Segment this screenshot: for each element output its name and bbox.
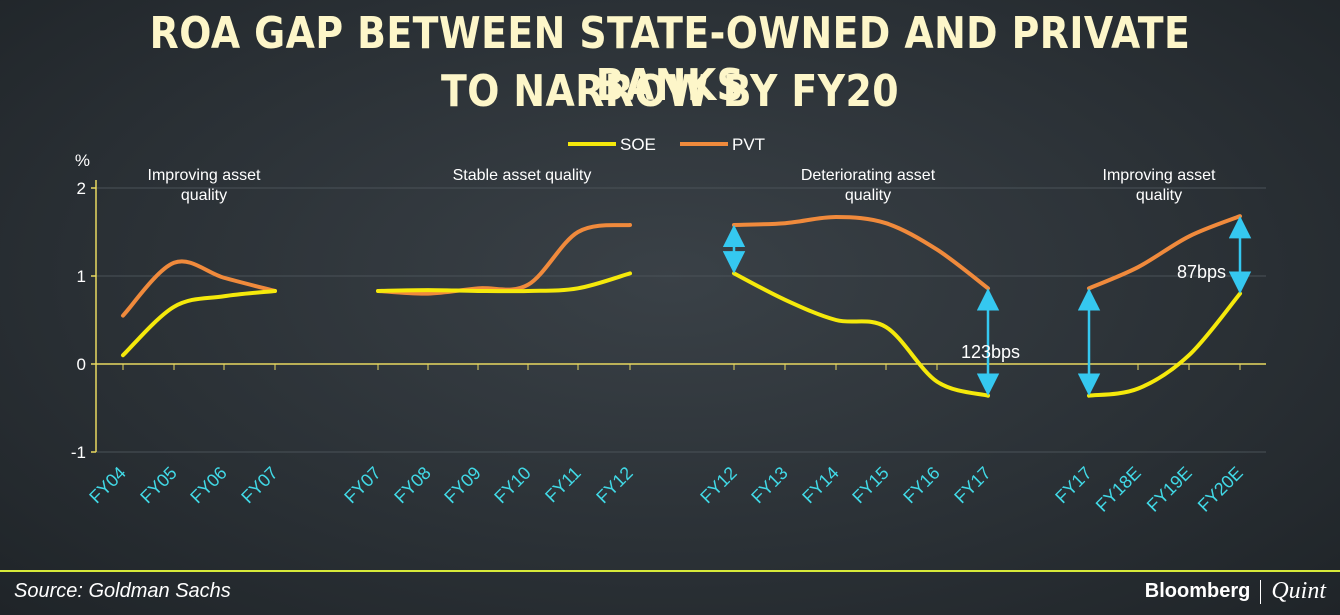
legend-label-pvt: PVT — [732, 135, 765, 154]
x-tick-label-fy15: FY15 — [848, 463, 893, 508]
x-tick-label-fy08: FY08 — [390, 463, 435, 508]
y-tick-label--1: -1 — [71, 443, 86, 462]
chart-title-line-1: ROA GAP BETWEEN STATE-OWNED AND PRIVATE … — [149, 8, 1191, 111]
series-line-soe-panel-4 — [1087, 291, 1242, 398]
series-line-soe-panel-2 — [376, 271, 632, 294]
x-tick-label-fy19e: FY19E — [1143, 463, 1196, 516]
panel-annotation-3: Deteriorating asset — [801, 167, 936, 184]
series-line-pvt-panel-4 — [1087, 214, 1242, 291]
x-tick-label-fy14: FY14 — [798, 463, 843, 508]
panel-annotation-2: Stable asset quality — [453, 167, 592, 184]
panel-annotation-4: Improving asset — [1103, 167, 1216, 184]
footer-divider — [0, 570, 1340, 572]
brand-quint: Quint — [1271, 578, 1326, 604]
x-tick-label-fy16: FY16 — [899, 463, 944, 508]
gap-label-87bps: 87bps — [1177, 262, 1226, 282]
x-tick-label-fy12: FY12 — [592, 463, 637, 508]
gap-label-123bps: 123bps — [961, 342, 1020, 362]
x-tick-label-fy04: FY04 — [85, 463, 130, 508]
y-tick-label-2: 2 — [77, 179, 86, 198]
series-line-pvt-panel-1 — [121, 259, 277, 318]
brand-separator — [1260, 579, 1262, 604]
x-tick-label-fy17: FY17 — [1051, 463, 1096, 508]
chart-title-line-2: TO NARROW BY FY20 — [440, 66, 900, 117]
x-tick-label-fy06: FY06 — [186, 463, 231, 508]
x-tick-label-fy10: FY10 — [490, 463, 535, 508]
source-note: Source: Goldman Sachs — [14, 580, 231, 602]
x-tick-label-fy11: FY11 — [541, 463, 585, 507]
y-axis-label: % — [75, 151, 90, 170]
series-line-soe-panel-1 — [121, 288, 277, 358]
panel-annotation-1: Improving asset — [148, 167, 261, 184]
x-tick-label-fy07: FY07 — [340, 463, 385, 508]
x-tick-label-fy12: FY12 — [696, 463, 741, 508]
x-tick-label-fy05: FY05 — [136, 463, 181, 508]
panel-annotation-3: quality — [845, 187, 891, 204]
x-tick-label-fy13: FY13 — [747, 463, 792, 508]
legend-label-soe: SOE — [620, 135, 656, 154]
y-tick-label-1: 1 — [77, 267, 86, 286]
x-tick-label-fy18e: FY18E — [1092, 463, 1145, 516]
x-tick-label-fy09: FY09 — [440, 463, 485, 508]
brand-bloomberg: Bloomberg — [1144, 580, 1251, 602]
x-tick-label-fy17: FY17 — [950, 463, 995, 508]
x-tick-label-fy20e: FY20E — [1194, 463, 1247, 516]
series-line-soe-panel-3 — [732, 271, 990, 398]
panel-annotation-4: quality — [1136, 187, 1182, 204]
y-tick-label-0: 0 — [77, 355, 86, 374]
panel-annotation-1: quality — [181, 187, 227, 204]
x-tick-label-fy07: FY07 — [237, 463, 282, 508]
brand-logo: Bloomberg Quint — [1145, 578, 1326, 605]
series-line-pvt-panel-3 — [732, 215, 990, 291]
